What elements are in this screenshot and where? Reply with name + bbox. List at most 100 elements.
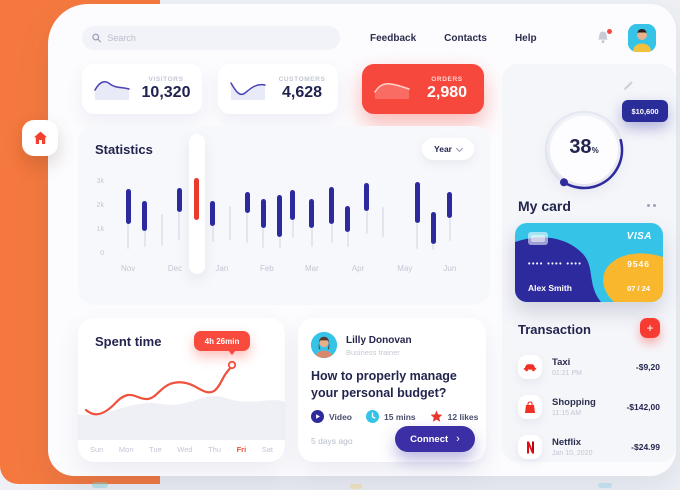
- bar-tail: [127, 224, 130, 250]
- video-meta: Video: [311, 410, 352, 423]
- card-holder-name: Alex Smith: [528, 283, 572, 293]
- visitors-label: VISITORS: [148, 76, 184, 83]
- amount-badge: $10,600: [622, 100, 668, 122]
- progress-ring-chart: [544, 110, 624, 190]
- bell-icon: [598, 31, 608, 44]
- x-axis-label: Jan: [215, 264, 229, 273]
- statistics-title: Statistics: [95, 142, 153, 157]
- shopping-bag-icon: [518, 395, 542, 419]
- bar: [447, 191, 453, 218]
- progress-ring: 38 %: [524, 90, 644, 210]
- bar: [125, 189, 131, 224]
- bar-tail: [246, 213, 249, 244]
- transaction-row-taxi[interactable]: Taxi 01:21 PM -$9,20: [518, 352, 660, 382]
- customers-stat-card[interactable]: CUSTOMERS 4,628: [218, 64, 338, 114]
- bar-tail: [211, 226, 214, 242]
- credit-card[interactable]: VISA •••• •••• •••• 9546 Alex Smith 07 /…: [515, 223, 663, 302]
- x-axis-label: Feb: [259, 264, 274, 273]
- bar-tail: [365, 210, 368, 234]
- bars-plot: 3k 2k 1k 0: [97, 134, 480, 274]
- nav-contacts[interactable]: Contacts: [444, 32, 487, 44]
- add-transaction-button[interactable]: +: [640, 318, 660, 338]
- visitors-sparkline-chart: [94, 81, 130, 100]
- visa-logo: VISA: [626, 231, 652, 242]
- top-nav: Feedback Contacts Help: [370, 33, 537, 44]
- notifications-button[interactable]: [596, 29, 612, 46]
- statistics-panel: Statistics Year 3k 2k 1k 0 Nov Dec Jan Feb Mar A…: [78, 126, 490, 305]
- bar: [381, 207, 384, 238]
- pencil-icon: [624, 81, 633, 90]
- post-age: 5 days ago: [311, 436, 353, 446]
- taxi-icon: [518, 355, 542, 379]
- card-chip: [528, 232, 548, 245]
- bar: [210, 201, 216, 227]
- bar: [345, 206, 351, 233]
- card-last4: 9546: [627, 259, 650, 269]
- user-avatar[interactable]: [628, 24, 656, 52]
- my-card-title: My card: [518, 198, 571, 214]
- transaction-time: 01:21 PM: [552, 370, 582, 377]
- customers-sparkline-chart: [230, 82, 266, 100]
- play-icon: [311, 410, 324, 423]
- author-avatar[interactable]: [311, 332, 337, 358]
- user-avatar-image: [628, 24, 656, 52]
- clock-icon: [366, 410, 379, 423]
- day-labels: Sun Mon Tue Wed Thu Fri Sat: [90, 445, 273, 454]
- progress-value: 38: [569, 136, 592, 158]
- transaction-amount: -$142,00: [626, 402, 660, 412]
- spent-time-endpoint: [227, 360, 237, 370]
- bar: [414, 182, 420, 223]
- visitors-value: 10,320: [141, 84, 191, 101]
- transaction-name: Shopping: [552, 397, 596, 408]
- nav-feedback[interactable]: Feedback: [370, 32, 417, 44]
- day-label: Sun: [90, 445, 104, 454]
- period-dropdown[interactable]: Year: [422, 138, 474, 160]
- transaction-time: 11:15 AM: [552, 410, 582, 417]
- search-box[interactable]: [82, 26, 340, 50]
- progress-unit: %: [591, 146, 599, 155]
- bar: [290, 190, 296, 221]
- transaction-row-netflix[interactable]: Netflix Jan 10, 2020 -$24.99: [518, 432, 660, 462]
- x-axis-label: Nov: [120, 264, 136, 273]
- duration-meta: 15 mins: [366, 410, 416, 423]
- background-decoration: [598, 483, 612, 488]
- transaction-row-shopping[interactable]: Shopping 11:15 AM -$142,00: [518, 392, 660, 422]
- right-sidebar: 38 % $10,600 My card VISA •••• •••• ••••…: [502, 64, 676, 462]
- transaction-name: Taxi: [552, 357, 571, 368]
- y-axis-tick: 1k: [96, 226, 104, 233]
- home-button[interactable]: [22, 120, 58, 156]
- bar: [430, 212, 436, 245]
- bar-tail: [330, 224, 333, 244]
- bar: [194, 178, 200, 221]
- connect-label: Connect: [410, 433, 449, 445]
- progress-arc: [544, 110, 624, 190]
- main-content-card: Feedback Contacts Help: [48, 4, 676, 476]
- visitors-stat-card[interactable]: VISITORS 10,320: [82, 64, 202, 114]
- transaction-amount: -$24.99: [631, 442, 660, 452]
- spent-time-line-chart: [78, 360, 285, 440]
- bar-tail: [448, 218, 451, 241]
- author-avatar-image: [311, 332, 337, 358]
- bar-tail: [310, 227, 313, 247]
- bar-tail: [278, 237, 281, 248]
- x-axis-label: Apr: [351, 264, 365, 273]
- transaction-name: Netflix: [552, 437, 582, 448]
- connect-button[interactable]: Connect ›: [395, 426, 475, 452]
- bar-tail: [143, 231, 146, 247]
- day-label: Wed: [177, 445, 193, 454]
- chevron-right-icon: ›: [456, 432, 460, 445]
- more-options-icon[interactable]: [647, 204, 656, 207]
- orders-stat-card[interactable]: ORDERS 2,980: [362, 64, 484, 114]
- notification-dot: [607, 29, 612, 34]
- spent-time-card: Spent time 4h 26min Sun Mon Tue Wed Thu Fri Sa…: [78, 318, 285, 462]
- bar: [260, 198, 266, 228]
- bar-tail: [416, 222, 419, 250]
- y-axis-tick: 3k: [96, 178, 104, 185]
- bar: [329, 186, 335, 224]
- edit-button[interactable]: [623, 78, 634, 96]
- search-input[interactable]: [107, 33, 330, 43]
- credit-card-art: [515, 223, 663, 302]
- nav-help[interactable]: Help: [514, 32, 537, 44]
- post-title[interactable]: How to properly manage your personal bud…: [311, 369, 457, 400]
